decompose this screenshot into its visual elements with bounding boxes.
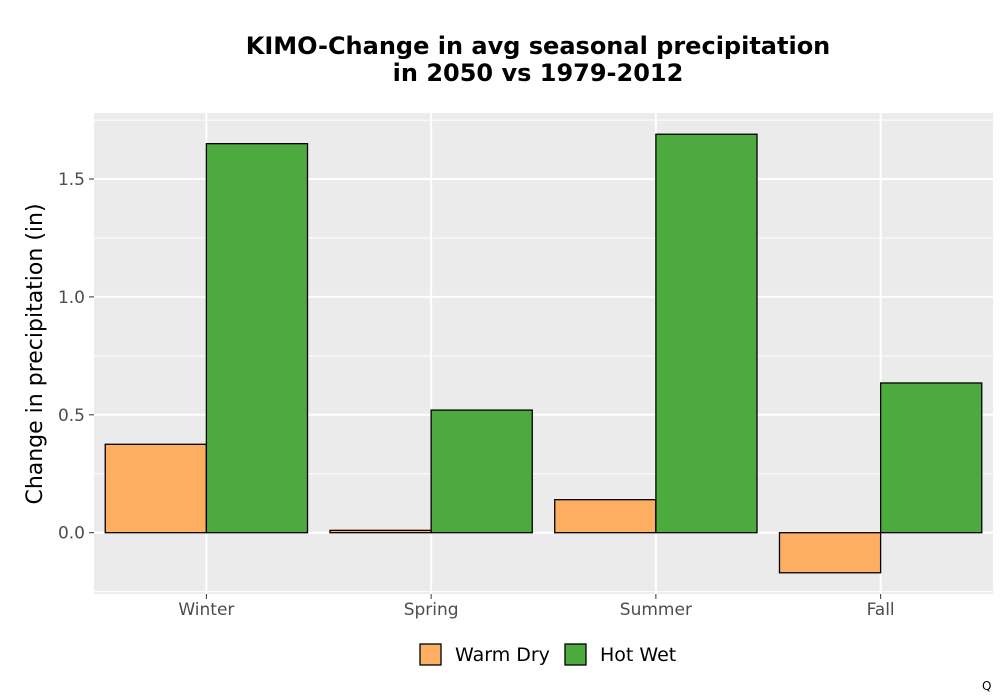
x-tick-label: Fall	[867, 600, 895, 620]
bar-warm-dry-winter	[104, 443, 208, 534]
x-tick-label: Spring	[404, 600, 459, 620]
x-axis-ticks: Winter Spring Summer Fall	[178, 594, 895, 620]
y-axis-label: Change in precipitation (in)	[23, 203, 48, 504]
y-tick-label: 1.5	[58, 170, 85, 190]
chart-title-line-1: KIMO-Change in avg seasonal precipitatio…	[246, 32, 831, 60]
legend-label-hot-wet: Hot Wet	[600, 644, 676, 666]
y-tick-label: 0.0	[58, 524, 85, 544]
bar-warm-dry-summer	[554, 499, 657, 534]
chart-title-line-2: in 2050 vs 1979-2012	[393, 59, 684, 87]
y-tick-label: 0.5	[58, 406, 85, 426]
x-tick-label: Winter	[178, 600, 234, 620]
legend: Warm Dry Hot Wet	[419, 643, 676, 666]
bar-hot-wet-spring	[430, 409, 533, 534]
legend-label-warm-dry: Warm Dry	[455, 644, 550, 666]
bar-hot-wet-winter	[205, 143, 309, 534]
bar-hot-wet-fall	[879, 382, 983, 534]
legend-key-warm-dry	[419, 643, 442, 666]
y-tick-label: 1.0	[58, 288, 85, 308]
bar-warm-dry-fall	[778, 532, 882, 574]
y-axis-ticks: 0.0 0.5 1.0 1.5	[58, 170, 94, 544]
legend-key-hot-wet	[564, 643, 587, 666]
corner-mark: Q	[982, 679, 991, 693]
x-tick-label: Summer	[620, 600, 692, 620]
bar-warm-dry-spring	[329, 529, 432, 534]
bar-hot-wet-summer	[655, 133, 758, 534]
bars	[104, 133, 983, 574]
